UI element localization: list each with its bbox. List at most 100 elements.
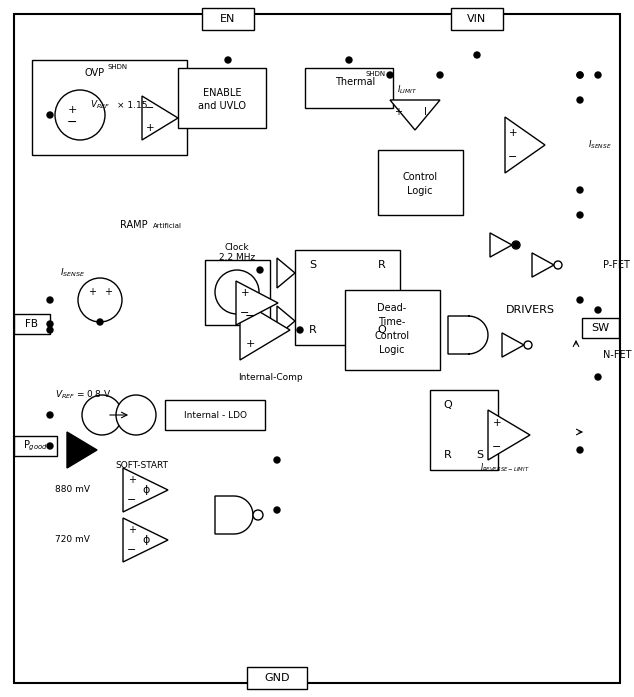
Polygon shape <box>502 333 524 357</box>
Circle shape <box>274 507 280 513</box>
Text: +: + <box>493 418 501 428</box>
Polygon shape <box>448 316 488 354</box>
Text: Thermal: Thermal <box>335 77 375 87</box>
Text: P$_{good}$: P$_{good}$ <box>23 439 48 453</box>
Text: Internal - LDO: Internal - LDO <box>183 411 247 420</box>
Text: +: + <box>146 123 154 133</box>
Polygon shape <box>277 258 295 288</box>
Circle shape <box>257 267 263 273</box>
Text: −: − <box>67 116 77 128</box>
Text: $V_{REF}$ = 0.8 V: $V_{REF}$ = 0.8 V <box>55 389 112 401</box>
Polygon shape <box>240 300 290 360</box>
Text: −: − <box>127 545 137 555</box>
Circle shape <box>577 297 583 303</box>
Text: 2.2 MHz: 2.2 MHz <box>219 254 255 263</box>
Text: −: − <box>493 442 501 452</box>
Circle shape <box>346 57 352 63</box>
Circle shape <box>253 510 263 520</box>
Text: −: − <box>127 495 137 505</box>
Text: P-FET: P-FET <box>603 260 630 270</box>
Circle shape <box>47 327 53 333</box>
Bar <box>178 68 266 128</box>
Text: S: S <box>476 450 484 460</box>
Text: +: + <box>67 105 77 115</box>
Text: VIN: VIN <box>467 14 487 24</box>
Text: RAMP: RAMP <box>120 220 148 230</box>
Text: 880 mV: 880 mV <box>55 486 90 494</box>
Circle shape <box>47 112 53 118</box>
Circle shape <box>554 261 562 269</box>
Circle shape <box>47 412 53 418</box>
Bar <box>14 314 50 334</box>
Text: N-FET: N-FET <box>603 350 631 360</box>
Polygon shape <box>505 117 545 173</box>
Text: ENABLE: ENABLE <box>203 88 242 98</box>
Text: R: R <box>309 325 317 335</box>
Circle shape <box>577 212 583 218</box>
Text: I: I <box>424 107 427 117</box>
Circle shape <box>512 241 520 249</box>
Polygon shape <box>277 306 295 336</box>
Polygon shape <box>490 233 512 257</box>
Text: Control: Control <box>403 172 437 182</box>
Text: SHDN: SHDN <box>365 71 385 77</box>
Text: +: + <box>88 287 96 297</box>
Text: and UVLO: and UVLO <box>198 101 246 111</box>
Text: OVP: OVP <box>85 68 105 78</box>
Bar <box>202 8 254 30</box>
Text: SHDN: SHDN <box>107 64 127 70</box>
Text: Clock: Clock <box>224 243 249 252</box>
Circle shape <box>577 187 583 193</box>
Text: Artificial: Artificial <box>153 223 182 229</box>
Circle shape <box>97 319 103 325</box>
Circle shape <box>577 447 583 453</box>
Text: Logic: Logic <box>379 345 404 355</box>
Polygon shape <box>532 253 554 277</box>
Polygon shape <box>236 281 278 325</box>
Text: DRIVERS: DRIVERS <box>505 305 555 315</box>
Bar <box>14 436 57 456</box>
Text: 720 mV: 720 mV <box>55 535 90 544</box>
Circle shape <box>595 307 601 313</box>
Bar <box>32 60 187 155</box>
Text: $V_{REF}$: $V_{REF}$ <box>90 99 110 112</box>
Text: EN: EN <box>220 14 236 24</box>
Text: −: − <box>145 103 155 113</box>
Text: $I_{LIMIT}$: $I_{LIMIT}$ <box>397 84 417 96</box>
Text: Internal-Comp: Internal-Comp <box>238 374 302 383</box>
Bar <box>305 68 393 108</box>
Bar <box>205 260 270 325</box>
Text: +: + <box>245 339 255 349</box>
Bar <box>295 250 400 345</box>
Text: −: − <box>240 308 250 318</box>
Polygon shape <box>215 496 253 534</box>
Circle shape <box>215 270 259 314</box>
Text: SW: SW <box>591 323 609 333</box>
Text: $I_{SENSE}$: $I_{SENSE}$ <box>588 139 612 151</box>
Text: $I_{REVERSE-LIMIT}$: $I_{REVERSE-LIMIT}$ <box>480 461 530 474</box>
Text: ϕ: ϕ <box>142 535 150 545</box>
Text: Dead-: Dead- <box>377 303 406 313</box>
Text: FB: FB <box>25 319 39 329</box>
Text: S: S <box>309 260 316 270</box>
Polygon shape <box>123 518 168 562</box>
Circle shape <box>55 90 105 140</box>
Circle shape <box>47 443 53 449</box>
Text: Logic: Logic <box>407 186 433 196</box>
Polygon shape <box>123 468 168 512</box>
Text: ϕ: ϕ <box>142 485 150 495</box>
Polygon shape <box>488 410 530 460</box>
Polygon shape <box>142 96 178 140</box>
Text: Time-: Time- <box>378 317 406 327</box>
Text: SOFT-START: SOFT-START <box>115 461 168 470</box>
Text: +: + <box>128 475 136 485</box>
Text: +: + <box>241 288 249 298</box>
Bar <box>378 150 463 215</box>
Text: +: + <box>128 525 136 535</box>
Text: +: + <box>508 128 517 138</box>
Circle shape <box>47 297 53 303</box>
Circle shape <box>524 341 532 349</box>
Text: +: + <box>394 107 402 117</box>
Bar <box>247 667 307 689</box>
Text: Control: Control <box>375 331 410 341</box>
